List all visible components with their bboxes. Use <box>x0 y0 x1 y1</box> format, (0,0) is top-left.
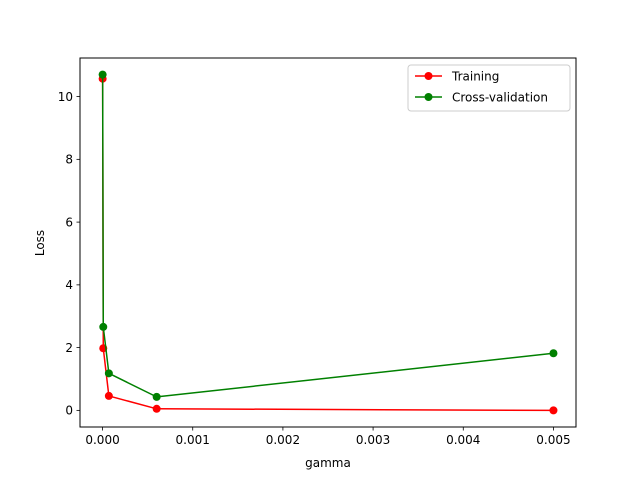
y-tick-label: 10 <box>58 90 73 104</box>
data-point-training <box>104 391 113 400</box>
y-tick-label: 2 <box>65 341 73 355</box>
data-point-training <box>549 406 558 415</box>
data-point-cross-validation <box>104 369 113 378</box>
legend-label-cross-validation: Cross-validation <box>452 91 548 105</box>
y-axis-title: Loss <box>33 230 47 256</box>
series-cross-validation <box>98 70 558 401</box>
legend-item-cross-validation: Cross-validation <box>415 91 548 105</box>
x-tick-label: 0.002 <box>266 433 300 447</box>
y-tick-label: 0 <box>65 404 73 418</box>
data-point-cross-validation <box>152 392 161 401</box>
data-point-cross-validation <box>99 322 108 331</box>
x-tick-label: 0.004 <box>446 433 480 447</box>
x-axis-ticks: 0.000 0.001 0.002 0.003 0.004 0.005 <box>85 427 571 447</box>
x-tick-label: 0.000 <box>85 433 119 447</box>
legend-marker-cross-validation <box>424 93 433 101</box>
legend-item-training: Training <box>415 70 499 84</box>
legend: Training Cross-validation <box>407 64 571 112</box>
legend-marker-training <box>424 72 433 80</box>
y-tick-label: 6 <box>65 215 73 229</box>
y-axis-ticks: 0 2 4 6 8 10 <box>58 90 80 418</box>
legend-box <box>407 64 571 112</box>
data-point-cross-validation <box>549 349 558 358</box>
plot-area <box>79 57 577 428</box>
x-tick-label: 0.001 <box>176 433 210 447</box>
y-tick-label: 4 <box>65 278 73 292</box>
legend-label-training: Training <box>451 70 499 84</box>
x-tick-label: 0.003 <box>356 433 390 447</box>
series-layer <box>98 70 558 415</box>
x-tick-label: 0.005 <box>536 433 570 447</box>
x-axis-title: gamma <box>305 456 351 470</box>
y-tick-label: 8 <box>65 153 73 167</box>
data-point-cross-validation <box>98 70 107 79</box>
data-point-training <box>152 404 161 413</box>
axes-frame <box>79 57 577 428</box>
